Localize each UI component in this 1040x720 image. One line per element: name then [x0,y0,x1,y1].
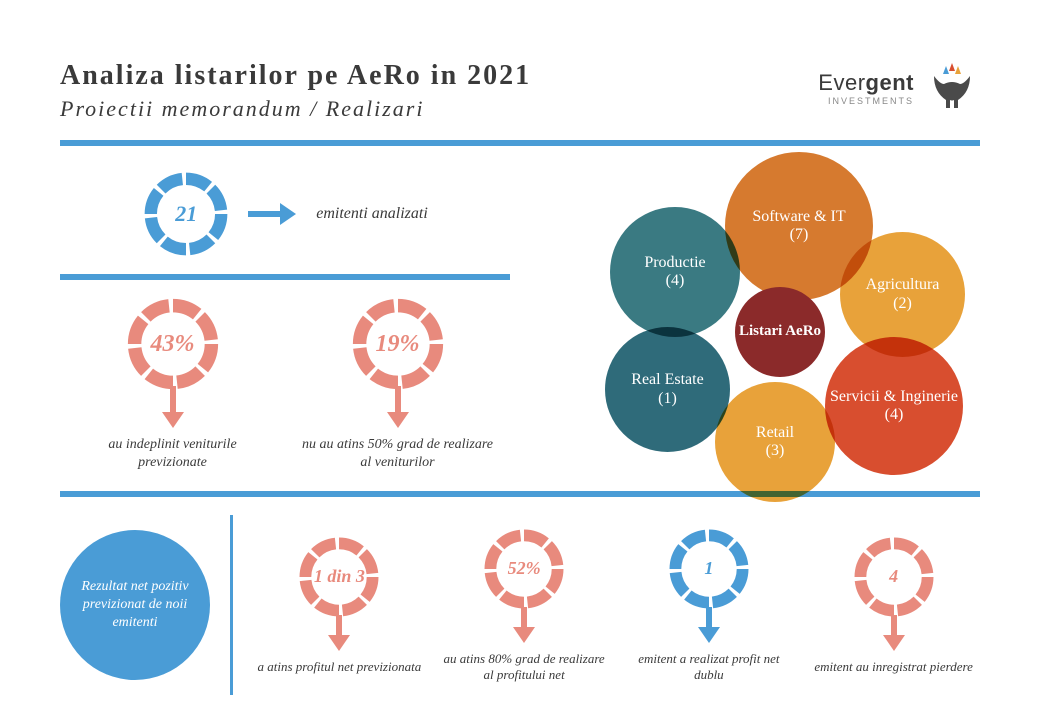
metric-value: 4 [852,535,936,619]
metric-value: 52% [482,527,566,611]
metric: 1 din 3 a atins profitul net previzionat… [253,535,426,675]
header: Analiza listarilor pe AeRo in 2021 Proie… [0,0,1040,134]
brand-sub: INVESTMENTS [818,96,914,106]
venn-petal-label: Software & IT [752,208,845,226]
intro-text: Rezultat net pozitiv previzionat de noii… [70,578,200,633]
venn-petal: Productie(4) [610,207,740,337]
venn-center: Listari AeRo [735,287,825,377]
metric-label: nu au atins 50% grad de realizare al ven… [298,436,498,471]
brand-name-bold: gent [866,70,914,95]
intro-circle: Rezultat net pozitiv previzionat de noii… [60,530,210,680]
emitenti-ring: 21 [142,170,230,258]
venn-petal: Servicii & Inginerie(4) [825,337,963,475]
venn-center-label: Listari AeRo [739,323,821,340]
metric: 52% au atins 80% grad de realizare al pr… [438,527,611,684]
venn-petal-label: Real Estate [631,371,703,389]
venn-petal-count: (4) [666,272,685,290]
arrow-right-icon [248,199,298,229]
arrow-down-icon [512,607,536,645]
arrow-down-icon [159,386,187,430]
arrow-down-icon [327,615,351,653]
metric-ring: 43% [125,296,221,392]
metric-value: 1 [667,527,751,611]
venn-petal-label: Productie [644,254,705,272]
page-title: Analiza listarilor pe AeRo in 2021 [60,60,531,92]
metric-label: emitent a realizat profit net dublu [624,651,794,684]
venn-petal-label: Agricultura [866,276,940,294]
metric-value: 1 din 3 [297,535,381,619]
bull-icon [924,60,980,116]
metric-value: 43% [125,296,221,392]
section-emitenti: 21 emitenti analizati Software & IT(7)Ag… [0,146,1040,274]
title-block: Analiza listarilor pe AeRo in 2021 Proie… [60,60,531,122]
venn-petal-label: Retail [756,424,794,442]
metric-ring: 52% [482,527,566,611]
emitenti-label: emitenti analizati [316,204,428,223]
section-profit: Rezultat net pozitiv previzionat de noii… [0,497,1040,695]
venn-petal-count: (7) [790,226,809,244]
venn-petal-count: (2) [893,295,912,313]
brand-text: Evergent INVESTMENTS [818,70,914,106]
venn-petal-count: (4) [885,406,904,424]
metric-value: 19% [350,296,446,392]
metric: 19% nu au atins 50% grad de realizare al… [285,296,510,471]
arrow-down-icon [384,386,412,430]
arrow-down-icon [697,607,721,645]
page-subtitle: Proiectii memorandum / Realizari [60,96,531,122]
vertical-separator [230,515,233,695]
emitenti-value: 21 [142,170,230,258]
metric-ring: 1 din 3 [297,535,381,619]
arrow-down-icon [882,615,906,653]
metric-label: au atins 80% grad de realizare al profit… [439,651,609,684]
metric: 1 emitent a realizat profit net dublu [623,527,796,684]
venn-petal: Retail(3) [715,382,835,502]
venn-diagram: Software & IT(7) Agricultura(2) Servicii &… [550,152,980,492]
metric-ring: 19% [350,296,446,392]
metric-label: a atins profitul net previzionata [258,659,422,675]
venn-petal-label: Servicii & Inginerie [830,388,958,406]
metric: 43% au indeplinit veniturile previzionat… [60,296,285,471]
venn-petal-count: (3) [766,442,785,460]
brand-name-light: Ever [818,70,865,95]
metric-ring: 1 [667,527,751,611]
brand-logo: Evergent INVESTMENTS [818,60,980,116]
metric: 4 emitent au inregistrat pierdere [807,535,980,675]
metric-label: emitent au inregistrat pierdere [814,659,973,675]
venn-petal: Real Estate(1) [605,327,730,452]
metric-ring: 4 [852,535,936,619]
metric-label: au indeplinit veniturile previzionate [73,436,273,471]
emitenti-metric: 21 emitenti analizati [60,164,510,264]
venn-petal-count: (1) [658,390,677,408]
